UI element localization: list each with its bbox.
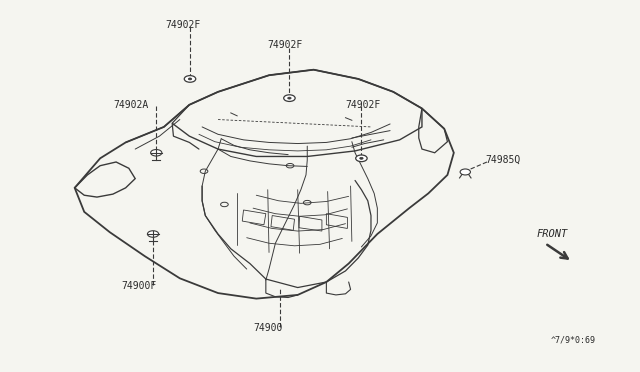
Text: 74902A: 74902A [113,100,148,110]
Text: 74985Q: 74985Q [486,155,521,165]
Text: 74902F: 74902F [166,20,201,31]
Circle shape [460,169,470,175]
Text: 74902F: 74902F [268,40,303,50]
Text: ^7/9*0:69: ^7/9*0:69 [550,336,596,345]
Circle shape [184,76,196,82]
Circle shape [288,97,291,99]
Circle shape [147,231,159,237]
Circle shape [150,150,162,156]
Circle shape [284,95,295,102]
Circle shape [360,157,363,159]
Text: 74900: 74900 [253,323,282,333]
Text: FRONT: FRONT [537,229,568,239]
Circle shape [356,155,367,161]
Circle shape [188,78,192,80]
Text: 74902F: 74902F [346,100,381,110]
Text: 74900F: 74900F [121,282,156,291]
